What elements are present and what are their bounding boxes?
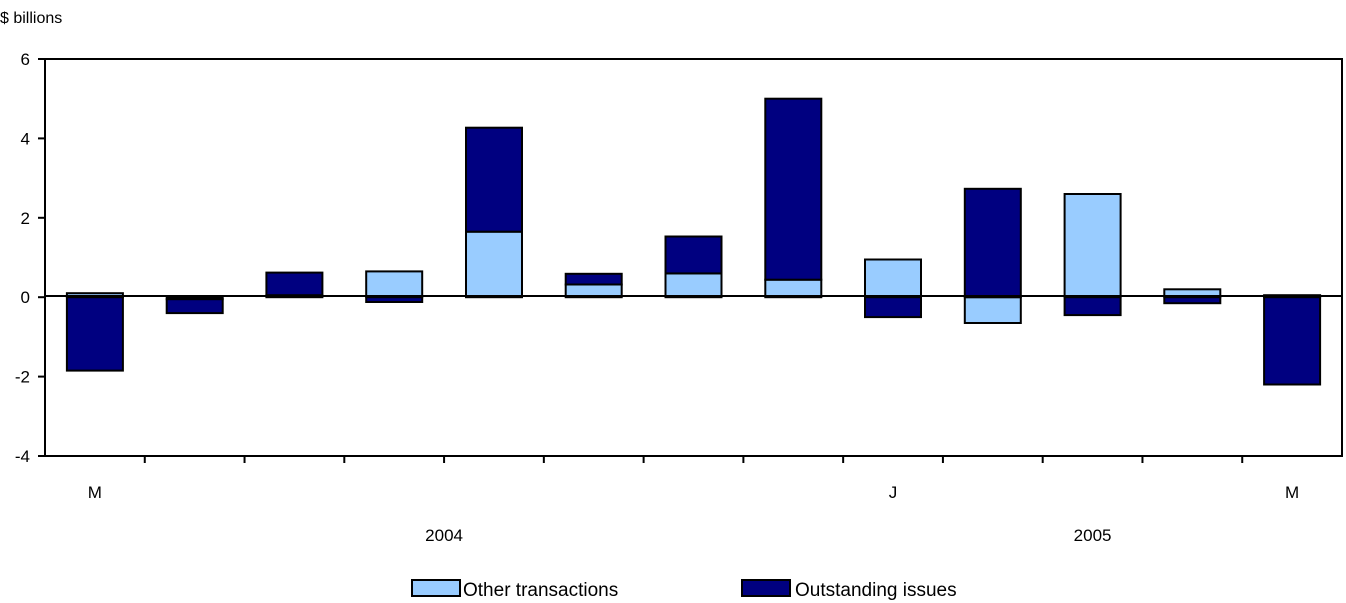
bar-other-transactions-9 — [963, 296, 1022, 325]
x-year-label: 2004 — [425, 526, 463, 545]
y-tick-label: 4 — [21, 129, 30, 148]
legend-swatch-outstanding-issues — [741, 579, 791, 597]
bar-outstanding-issues-1 — [165, 298, 224, 315]
x-tick-label: M — [1285, 483, 1299, 502]
bar-outstanding-issues-10 — [1063, 296, 1122, 317]
legend: Other transactions Outstanding issues — [411, 579, 957, 601]
bar-outstanding-issues-8 — [864, 296, 922, 319]
y-tick-label: 6 — [21, 50, 30, 69]
x-tick-label: J — [889, 483, 898, 502]
y-axis-title: $ billions — [0, 10, 62, 27]
bar-outstanding-issues-0 — [65, 296, 124, 372]
y-tick-label: 0 — [21, 288, 30, 307]
bar-outstanding-issues-4 — [465, 126, 523, 233]
y-tick-label: 2 — [21, 209, 30, 228]
legend-label-other-transactions: Other transactions — [463, 580, 618, 601]
bar-outstanding-issues-5 — [564, 272, 623, 286]
bar-other-transactions-10 — [1063, 193, 1122, 299]
bar-outstanding-issues-11 — [1163, 296, 1222, 305]
bar-outstanding-issues-12 — [1263, 296, 1322, 386]
y-axis-ticks: 6 4 2 0 -2 -4 — [15, 50, 45, 466]
x-tick-label: M — [88, 483, 102, 502]
y-tick-label: -4 — [15, 447, 30, 466]
y-tick-label: -2 — [15, 368, 30, 387]
bar-other-transactions-3 — [365, 270, 424, 299]
plot-frame — [44, 58, 1343, 457]
legend-swatch-other-transactions — [411, 579, 461, 597]
bar-outstanding-issues-6 — [664, 235, 723, 275]
bar-outstanding-issues-2 — [265, 271, 324, 297]
x-year-label: 2005 — [1074, 526, 1112, 545]
bar-other-transactions-7 — [764, 278, 823, 299]
bar-other-transactions-8 — [864, 258, 922, 299]
bar-outstanding-issues-3 — [365, 296, 424, 304]
x-axis-ticks: M J M 2004 2005 — [88, 456, 1299, 545]
bars — [65, 97, 1322, 386]
bar-other-transactions-6 — [664, 272, 723, 299]
bar-other-transactions-4 — [465, 230, 523, 299]
bar-outstanding-issues-9 — [963, 187, 1022, 299]
bar-outstanding-issues-7 — [764, 97, 823, 281]
legend-label-outstanding-issues: Outstanding issues — [795, 580, 957, 601]
